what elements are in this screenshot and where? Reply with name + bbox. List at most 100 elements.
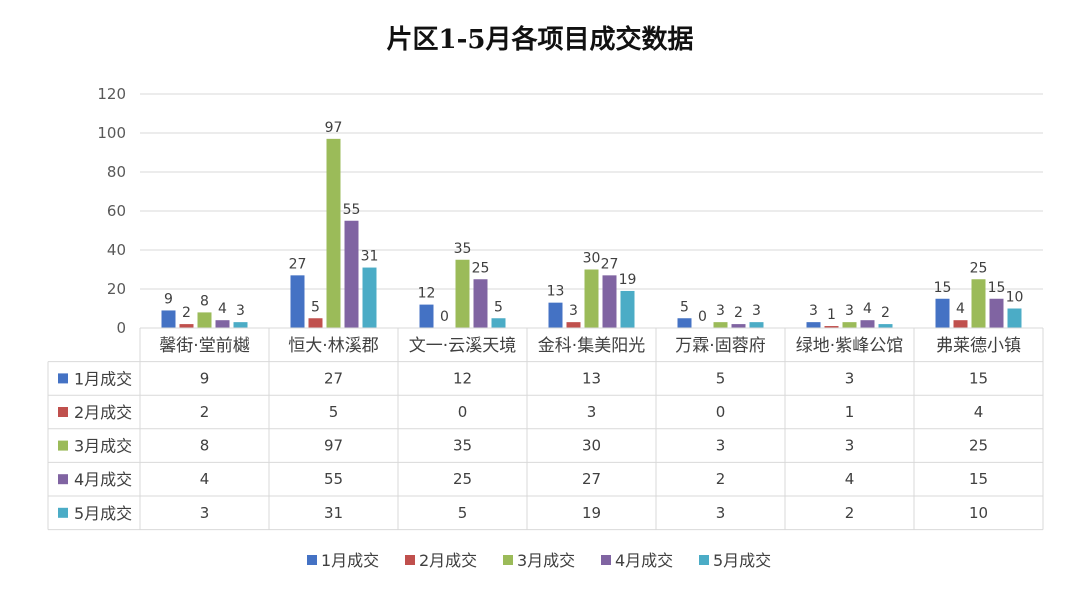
- table-series-swatch: [58, 373, 68, 384]
- y-tick-label: 0: [116, 319, 126, 337]
- table-cell: 25: [453, 470, 472, 488]
- bar: [548, 302, 563, 328]
- bar: [566, 322, 581, 328]
- legend-swatch: [503, 555, 513, 565]
- data-label: 4: [218, 301, 227, 317]
- table-cell: 4: [974, 403, 984, 421]
- y-tick-label: 80: [107, 163, 126, 181]
- data-label: 10: [1006, 290, 1024, 306]
- table-cell: 5: [458, 504, 468, 522]
- bar: [620, 290, 635, 328]
- data-label: 5: [311, 299, 320, 315]
- data-label: 0: [440, 309, 449, 325]
- data-label: 3: [569, 303, 578, 319]
- legend-label: 3月成交: [517, 551, 575, 570]
- bar: [326, 138, 341, 328]
- data-label: 27: [289, 256, 307, 272]
- table-cell: 8: [200, 437, 210, 455]
- legend-swatch: [405, 555, 415, 565]
- bar: [233, 322, 248, 328]
- data-label: 5: [494, 299, 503, 315]
- bar: [197, 312, 212, 328]
- data-label: 3: [716, 303, 725, 319]
- category-label: 恒大·林溪郡: [288, 336, 378, 356]
- table-cell: 27: [324, 369, 343, 387]
- bar: [308, 318, 323, 328]
- data-label: 8: [200, 293, 209, 309]
- bar: [953, 320, 968, 328]
- data-label: 31: [361, 249, 379, 265]
- data-label: 3: [845, 303, 854, 319]
- bar: [713, 322, 728, 328]
- table-cell: 97: [324, 437, 343, 455]
- table-cell: 10: [969, 504, 988, 522]
- bar: [491, 318, 506, 328]
- category-label: 万霖·固蓉府: [675, 336, 765, 356]
- table-cell: 3: [587, 403, 597, 421]
- data-label: 2: [881, 305, 890, 321]
- table-cell: 2: [200, 403, 210, 421]
- table-cell: 3: [200, 504, 210, 522]
- table-cell: 5: [329, 403, 339, 421]
- bar: [215, 320, 230, 328]
- table-cell: 2: [845, 504, 855, 522]
- data-label: 27: [601, 256, 619, 272]
- table-cell: 19: [582, 504, 601, 522]
- data-label: 3: [809, 303, 818, 319]
- legend-swatch: [699, 555, 709, 565]
- data-label: 0: [698, 309, 707, 325]
- data-label: 4: [956, 301, 965, 317]
- bar: [419, 304, 434, 328]
- table-cell: 15: [969, 470, 988, 488]
- table-series-swatch: [58, 507, 68, 518]
- category-label: 弗莱德小镇: [936, 336, 1021, 356]
- bar: [602, 275, 617, 328]
- table-series-swatch: [58, 474, 68, 485]
- bars: [161, 138, 1022, 328]
- data-label: 97: [325, 120, 343, 136]
- bar: [473, 279, 488, 328]
- table-series-name: 3月成交: [74, 437, 132, 456]
- category-label: 馨街·堂前樾: [159, 336, 249, 356]
- bar: [179, 324, 194, 328]
- table-series-name: 4月成交: [74, 470, 132, 489]
- bar: [935, 298, 950, 328]
- y-tick-label: 20: [107, 280, 126, 298]
- bar: [878, 324, 893, 328]
- y-tick-label: 120: [97, 85, 126, 103]
- table-cell: 13: [582, 369, 601, 387]
- bar: [362, 267, 377, 328]
- bar: [584, 269, 599, 328]
- data-label: 19: [619, 272, 637, 288]
- bar: [1007, 308, 1022, 328]
- table-cell: 4: [200, 470, 210, 488]
- data-table: 馨街·堂前樾 恒大·林溪郡 文一·云溪天境 金科·集美阳光 万霖·固蓉府 绿地·紫峰公馆 弗…: [47, 327, 1044, 531]
- data-label: 1: [827, 307, 836, 323]
- data-label: 55: [343, 202, 361, 218]
- data-label: 15: [934, 280, 952, 296]
- bar: [749, 322, 764, 328]
- bar: [161, 310, 176, 328]
- table-cell: 0: [458, 403, 468, 421]
- table-cell: 15: [969, 369, 988, 387]
- table-series-name: 1月成交: [74, 369, 132, 388]
- legend: 1月成交 2月成交 3月成交 4月成交 5月成交: [307, 551, 771, 570]
- data-label: 35: [454, 241, 472, 257]
- table-cell: 30: [582, 437, 601, 455]
- legend-label: 5月成交: [713, 551, 771, 570]
- data-label: 13: [547, 284, 565, 300]
- category-label: 金科·集美阳光: [538, 336, 645, 356]
- table-cell: 0: [716, 403, 726, 421]
- bar: [860, 320, 875, 328]
- y-axis: 0 20 40 60 80 100 120: [97, 85, 126, 337]
- bar: [806, 322, 821, 328]
- table-cell: 3: [716, 437, 726, 455]
- table-cell: 3: [845, 437, 855, 455]
- bar: [731, 324, 746, 328]
- data-label: 2: [182, 305, 191, 321]
- table-cell: 12: [453, 369, 472, 387]
- table-series-swatch: [58, 440, 68, 451]
- data-label: 5: [680, 299, 689, 315]
